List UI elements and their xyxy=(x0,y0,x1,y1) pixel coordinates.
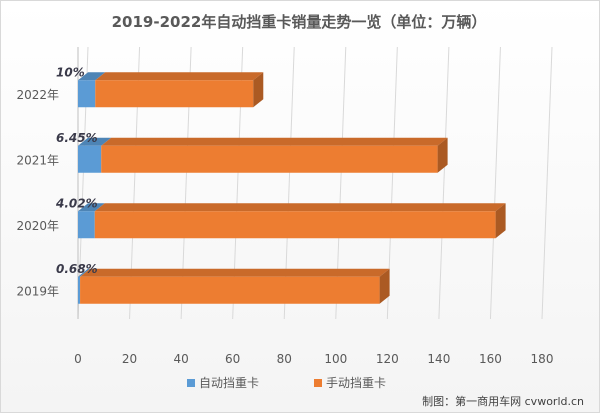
labels: 0 20 40 60 80 100 120 140 160 180 2019年 0.68% 2020年 4… xyxy=(16,65,553,366)
bar-manual-2020年-top xyxy=(94,203,506,212)
bar-manual-2022年-side xyxy=(253,72,264,108)
bars xyxy=(78,72,506,304)
bar-automatic-2020年-top xyxy=(78,203,105,212)
bar-automatic-2019年 xyxy=(78,276,81,304)
bar-manual-2020年 xyxy=(94,211,496,239)
bar-manual-2019年-side xyxy=(379,268,390,304)
bar-automatic-2019年-top xyxy=(78,268,91,277)
gridline-140 xyxy=(438,46,450,320)
gridline-160 xyxy=(489,46,501,320)
legend-label-automatic: 自动挡重卡 xyxy=(199,376,259,390)
legend: 自动挡重卡 手动挡重卡 xyxy=(187,376,386,390)
share-label: 0.68% xyxy=(56,262,98,276)
bar-automatic-2021年-top xyxy=(78,137,112,146)
share-label: 10% xyxy=(56,65,85,79)
bar-manual-2022年 xyxy=(95,80,254,108)
bar-manual-2021年-top xyxy=(101,137,448,146)
bar-manual-2021年-side xyxy=(437,137,448,173)
y-category-label: 2021年 xyxy=(16,153,59,167)
bar-manual-2019年-top xyxy=(80,268,390,277)
x-tick-label: 180 xyxy=(531,352,554,366)
share-label: 4.02% xyxy=(55,196,98,210)
y-category-label: 2022年 xyxy=(16,88,59,102)
x-tick-label: 120 xyxy=(376,352,399,366)
share-label: 6.45% xyxy=(56,131,98,145)
x-tick-label: 40 xyxy=(173,352,188,366)
bar-automatic-2020年 xyxy=(78,211,95,239)
bar-automatic-2021年 xyxy=(78,145,102,173)
chart-title: 2019-2022年自动挡重卡销量走势一览（单位：万辆） xyxy=(112,13,487,31)
gridline-180 xyxy=(541,46,553,320)
bar-automatic-2022年-top xyxy=(78,72,106,81)
source-credit: 制图：第一商用车网 cvworld.cn xyxy=(422,394,584,408)
x-tick-label: 140 xyxy=(427,352,450,366)
legend-swatch-automatic xyxy=(187,379,195,387)
legend-label-manual: 手动挡重卡 xyxy=(326,376,386,390)
x-tick-label: 0 xyxy=(74,352,82,366)
y-category-label: 2020年 xyxy=(16,219,59,233)
y-category-label: 2019年 xyxy=(16,284,59,298)
bar-automatic-2022年 xyxy=(78,80,96,108)
x-tick-label: 60 xyxy=(225,352,240,366)
legend-swatch-manual xyxy=(314,379,322,387)
bar-manual-2020年-side xyxy=(495,203,506,239)
x-tick-label: 100 xyxy=(324,352,347,366)
bar-manual-2021年 xyxy=(101,145,438,173)
bar-manual-2019年 xyxy=(80,276,380,304)
x-tick-label: 80 xyxy=(277,352,292,366)
x-tick-label: 160 xyxy=(479,352,502,366)
x-tick-label: 20 xyxy=(122,352,137,366)
bar-manual-2022年-top xyxy=(95,72,264,81)
